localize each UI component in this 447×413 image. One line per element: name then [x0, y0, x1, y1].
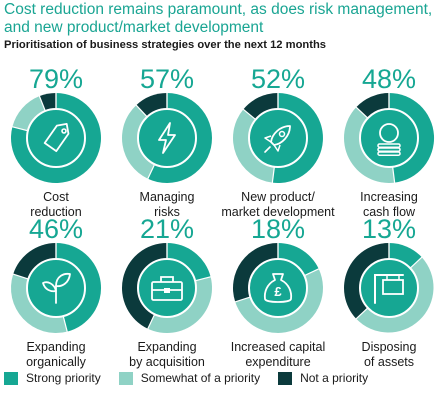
- donut-center: [359, 108, 419, 168]
- chart-subtitle: Prioritisation of business strategies ov…: [4, 39, 327, 51]
- category-label: of assets: [364, 355, 414, 369]
- percent-label: 48%: [362, 64, 416, 94]
- category-label: Disposing: [362, 340, 417, 354]
- category-label: risks: [154, 205, 180, 219]
- donut-center: [248, 258, 308, 318]
- donut-center: [26, 108, 86, 168]
- category-label: New product/: [241, 190, 315, 204]
- legend-swatch-strong: [4, 371, 18, 385]
- donut-chart-3: 52% New product/market development: [221, 64, 335, 219]
- percent-label: 18%: [251, 214, 305, 244]
- sign-icon: [374, 274, 404, 304]
- category-label: Increased capital: [231, 340, 326, 354]
- category-label: Cost: [43, 190, 69, 204]
- lightning-icon: [158, 122, 176, 154]
- svg-text:£: £: [274, 284, 282, 299]
- chart-title: Cost reduction remains paramount, as doe…: [4, 1, 433, 36]
- category-label: market development: [221, 205, 335, 219]
- category-label: Increasing: [360, 190, 418, 204]
- category-label: organically: [26, 355, 87, 369]
- percent-label: 46%: [29, 214, 83, 244]
- donut-center: [248, 108, 308, 168]
- donut-center: [137, 108, 197, 168]
- legend-swatch-somewhat: [118, 371, 133, 385]
- legend-item-strong: Strong priority: [4, 371, 101, 385]
- sprout-icon: [42, 272, 71, 304]
- percent-label: 52%: [251, 64, 305, 94]
- legend-item-somewhat: Somewhat of a priority: [118, 371, 261, 385]
- percent-label: 79%: [29, 64, 83, 94]
- category-label: by acquisition: [129, 355, 205, 369]
- category-label: expenditure: [245, 355, 310, 369]
- percent-label: 13%: [362, 214, 416, 244]
- rocket-icon: [264, 125, 291, 153]
- legend: Strong priority Somewhat of a priority N…: [4, 370, 386, 386]
- coins-icon: [377, 123, 401, 156]
- legend-label-somewhat: Somewhat of a priority: [140, 371, 261, 385]
- legend-item-not: Not a priority: [278, 371, 368, 385]
- category-label: Expanding: [137, 340, 196, 354]
- toolbox-icon: [151, 276, 183, 301]
- category-label: Expanding: [26, 340, 85, 354]
- legend-swatch-not: [278, 371, 293, 385]
- category-label: Managing: [140, 190, 195, 204]
- legend-label-not: Not a priority: [300, 371, 369, 385]
- category-label: cash flow: [363, 205, 416, 219]
- donut-center: [359, 258, 419, 318]
- legend-label-strong: Strong priority: [26, 371, 101, 385]
- percent-label: 57%: [140, 64, 194, 94]
- tag-icon: [43, 123, 70, 153]
- money-bag-icon: £: [263, 273, 293, 303]
- percent-label: 21%: [140, 214, 194, 244]
- category-label: reduction: [30, 205, 81, 219]
